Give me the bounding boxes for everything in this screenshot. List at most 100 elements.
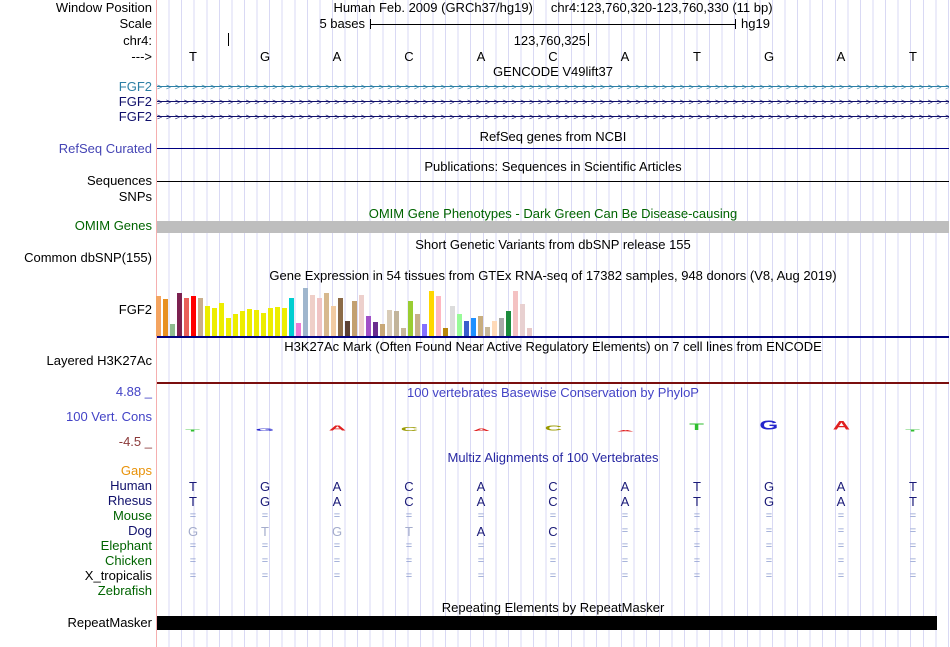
repeatmasker-bar[interactable]	[157, 616, 937, 630]
gtex-bar	[520, 304, 525, 336]
gtex-bar	[457, 314, 462, 336]
snps-label[interactable]: SNPs	[118, 189, 152, 204]
align-row-dog[interactable]: G T G T A C = = = = =	[157, 524, 949, 539]
gtex-bar	[324, 293, 329, 336]
gtex-bar	[163, 299, 168, 336]
h3k27ac-track-line[interactable]	[157, 382, 949, 384]
align-row-chicken[interactable]: = = = = = = = = = = =	[157, 554, 949, 569]
align-cell: A	[476, 494, 486, 509]
gene-label-fgf2-2[interactable]: FGF2	[118, 94, 152, 109]
gtex-bar	[317, 298, 322, 336]
species-label-gaps[interactable]: Gaps	[120, 463, 152, 478]
sequence-base: C	[548, 49, 558, 64]
gtex-bar	[471, 318, 476, 336]
align-cell: =	[909, 525, 917, 537]
align-cell: =	[621, 540, 629, 552]
h3k27ac-title: H3K27Ac Mark (Often Found Near Active Re…	[284, 339, 822, 354]
gene-label-fgf2-1[interactable]: FGF2	[118, 79, 152, 94]
species-label-rhesus[interactable]: Rhesus	[107, 493, 152, 508]
align-cell: A	[620, 494, 630, 509]
sequences-label[interactable]: Sequences	[86, 173, 152, 188]
gtex-bar	[338, 298, 343, 336]
gtex-bar	[191, 296, 196, 336]
sequence-base: A	[836, 49, 846, 64]
cons-cell: G	[733, 410, 805, 432]
gene-row-fgf2-2[interactable]: >>>>>>>>>>>>>>>>>>>>>>>>>>>>>>>>>>>>>>>>…	[157, 96, 949, 108]
align-cell	[733, 584, 805, 599]
species-label-mouse[interactable]: Mouse	[112, 508, 152, 523]
cons-letter: G	[759, 418, 779, 433]
align-cell: A	[836, 494, 846, 509]
align-cell: A	[476, 524, 486, 539]
align-cell: =	[693, 525, 701, 537]
gtex-bar	[485, 327, 490, 336]
align-cell: =	[189, 540, 197, 552]
align-row-elephant[interactable]: = = = = = = = = = = =	[157, 539, 949, 554]
gtex-bar	[289, 298, 294, 336]
align-row-gaps[interactable]	[157, 464, 949, 479]
cons-cell: A	[301, 410, 373, 432]
chrom-label: chr4:	[123, 33, 152, 48]
gtex-bar	[198, 298, 203, 336]
align-cell: =	[405, 510, 413, 522]
cons-cell: T	[877, 410, 949, 432]
sequences-track-line[interactable]	[157, 181, 949, 182]
species-label-chicken[interactable]: Chicken	[105, 553, 152, 568]
strand-arrows: >>>>>>>>>>>>>>>>>>>>>>>>>>>>>>>>>>>>>>>>…	[157, 82, 949, 92]
strand-arrows: >>>>>>>>>>>>>>>>>>>>>>>>>>>>>>>>>>>>>>>>…	[157, 112, 949, 122]
gene-row-fgf2-1[interactable]: >>>>>>>>>>>>>>>>>>>>>>>>>>>>>>>>>>>>>>>>…	[157, 81, 949, 93]
align-cell: C	[548, 524, 558, 539]
gtex-bar	[184, 298, 189, 336]
omim-genes-label[interactable]: OMIM Genes	[74, 218, 152, 233]
align-cell: T	[693, 494, 701, 509]
gtex-bar	[331, 306, 336, 336]
gtex-bar	[345, 321, 350, 336]
align-cell: =	[837, 540, 845, 552]
species-label-elephant[interactable]: Elephant	[100, 538, 152, 553]
gtex-gene-label[interactable]: FGF2	[118, 302, 152, 317]
align-row-x_tropicalis[interactable]: = = = = = = = = = = =	[157, 569, 949, 584]
species-label-human[interactable]: Human	[110, 478, 152, 493]
gtex-bar	[436, 296, 441, 336]
gtex-bar	[499, 318, 504, 336]
repeatmasker-label[interactable]: RepeatMasker	[67, 615, 152, 630]
gtex-bar-chart[interactable]	[156, 286, 948, 336]
refseq-curated-label[interactable]: RefSeq Curated	[58, 141, 152, 156]
align-cell	[805, 584, 877, 599]
align-cell: =	[621, 570, 629, 582]
omim-track-bar[interactable]	[157, 221, 949, 233]
align-cell: =	[405, 555, 413, 567]
cons-cell: T	[157, 410, 229, 432]
align-cell: =	[765, 570, 773, 582]
gtex-bar	[422, 324, 427, 336]
refseq-track-line[interactable]	[157, 148, 949, 149]
h3k27ac-label[interactable]: Layered H3K27Ac	[46, 353, 152, 368]
cons-letter: T	[905, 428, 921, 433]
cons-cell: T	[661, 410, 733, 432]
dbsnp-label[interactable]: Common dbSNP(155)	[24, 250, 152, 265]
align-cell: =	[765, 510, 773, 522]
sequence-base: G	[763, 49, 775, 64]
cons-letter: A	[472, 427, 490, 433]
gtex-bar	[212, 308, 217, 336]
gene-row-fgf2-3[interactable]: >>>>>>>>>>>>>>>>>>>>>>>>>>>>>>>>>>>>>>>>…	[157, 111, 949, 123]
species-label-dog[interactable]: Dog	[128, 523, 152, 538]
cons-cell: A	[445, 410, 517, 432]
species-label-x_tropicalis[interactable]: X_tropicalis	[84, 568, 152, 583]
header-title-row: Human Feb. 2009 (GRCh37/hg19) chr4:123,7…	[157, 1, 949, 15]
align-row-mouse[interactable]: = = = = = = = = = = =	[157, 509, 949, 524]
gtex-bar	[303, 288, 308, 336]
align-cell: G	[331, 524, 343, 539]
align-cell: G	[763, 494, 775, 509]
align-cell: A	[620, 479, 630, 494]
gtex-bar	[415, 314, 420, 336]
cons-label[interactable]: 100 Vert. Cons	[66, 409, 152, 424]
gene-label-fgf2-3[interactable]: FGF2	[118, 109, 152, 124]
species-label-zebrafish[interactable]: Zebrafish	[97, 583, 152, 598]
gtex-bar	[359, 295, 364, 336]
align-row-zebrafish[interactable]	[157, 584, 949, 599]
